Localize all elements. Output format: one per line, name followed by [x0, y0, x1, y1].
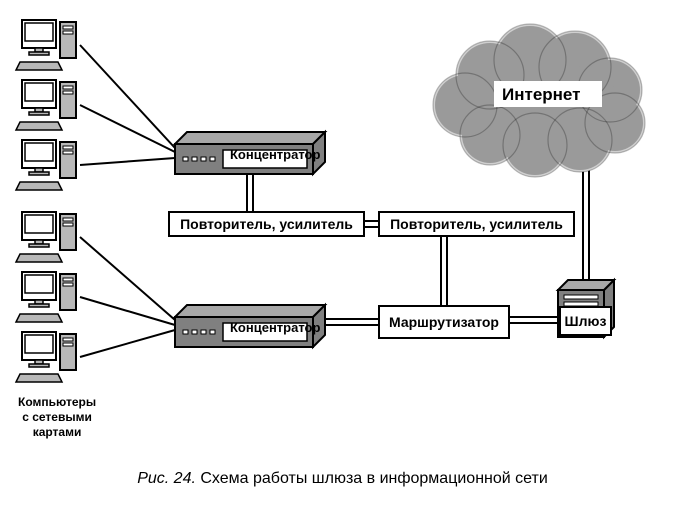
hub-a-label: Концентратор [230, 147, 320, 162]
diagram-stage: Повторитель, усилитель Повторитель, усил… [0, 0, 685, 511]
router-label: Маршрутизатор [389, 314, 499, 330]
repeater-a-label: Повторитель, усилитель [180, 216, 353, 232]
caption-lead: Рис. 24. [137, 470, 196, 487]
router-box: Маршрутизатор [378, 305, 510, 339]
repeater-b-label: Повторитель, усилитель [390, 216, 563, 232]
gateway-box: Шлюз [559, 306, 612, 336]
repeater-b-box: Повторитель, усилитель [378, 211, 575, 237]
repeater-a-box: Повторитель, усилитель [168, 211, 365, 237]
gateway-label: Шлюз [565, 313, 607, 329]
figure-caption: Рис. 24. Схема работы шлюза в информацио… [0, 470, 685, 488]
internet-label: Интернет [502, 85, 580, 105]
connections-layer [0, 0, 685, 511]
computers-label: Компьютерыс сетевымикартами [18, 395, 96, 440]
caption-text: Схема работы шлюза в информационной сети [196, 470, 548, 487]
hub-b-label: Концентратор [230, 320, 320, 335]
